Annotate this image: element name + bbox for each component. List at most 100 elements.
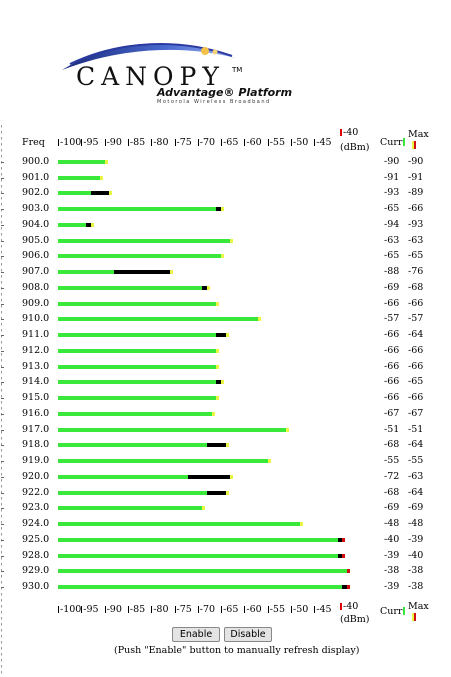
max-marker	[216, 301, 220, 306]
row-tick-mark	[1, 492, 4, 494]
disable-button[interactable]: Disable	[224, 627, 272, 642]
row-tick-mark	[1, 508, 4, 510]
range-bar	[337, 537, 343, 542]
top-tick-label: -90	[106, 137, 122, 148]
bottom-tick-label: -95	[83, 604, 99, 615]
row-tick-mark	[1, 429, 4, 431]
frequency-label: 911.0	[22, 329, 50, 341]
logo-trademark: TM	[232, 66, 243, 74]
frequency-label: 904.0	[22, 218, 50, 230]
spectrum-row: 900.0 -90 -90	[0, 154, 451, 170]
max-value: -68	[408, 281, 424, 293]
frequency-label: 902.0	[22, 187, 50, 199]
max-value: -63	[408, 234, 424, 246]
top-tick-label: -70	[199, 137, 216, 148]
row-tick-mark	[1, 461, 4, 463]
row-tick-mark	[1, 209, 4, 211]
spectrum-row: 920.0 -72 -63	[0, 469, 451, 485]
current-level-bar	[58, 175, 100, 180]
top-tick-label: -45	[316, 137, 332, 148]
max-value: -64	[408, 439, 424, 451]
top-tick-label: -95	[83, 137, 99, 148]
current-value: -67	[384, 407, 400, 419]
max-marker	[169, 270, 173, 275]
dbm-unit-top: (dBm)	[340, 142, 370, 153]
spectrum-row: 904.0 -94 -93	[0, 217, 451, 233]
row-tick-mark	[1, 319, 4, 321]
dbm-unit-bottom: (dBm)	[340, 614, 370, 625]
current-value: -66	[384, 344, 400, 356]
frequency-label: 917.0	[22, 423, 50, 435]
current-level-bar	[58, 207, 217, 212]
spectrum-row: 918.0 -68 -64	[0, 437, 451, 453]
current-value: -65	[384, 250, 400, 262]
row-tick-mark	[1, 586, 4, 588]
left-dotted-border	[1, 125, 2, 677]
max-marker	[225, 490, 229, 495]
enable-button[interactable]: Enable	[172, 627, 220, 642]
max-value: -89	[408, 187, 424, 199]
spectrum-row: 919.0 -55 -55	[0, 453, 451, 469]
range-bar	[207, 490, 226, 495]
max-value: -91	[408, 171, 424, 183]
current-value: -39	[384, 580, 400, 592]
frequency-label: 920.0	[22, 470, 50, 482]
spectrum-row: 912.0 -66 -66	[0, 343, 451, 359]
max-marker	[216, 396, 220, 401]
current-value: -40	[384, 533, 400, 545]
frequency-label: 922.0	[22, 486, 50, 498]
range-bar	[113, 270, 170, 275]
current-level-bar	[58, 427, 287, 432]
top-tick-label: -55	[269, 137, 285, 148]
current-level-bar	[58, 506, 203, 511]
max-marker	[225, 333, 229, 338]
max-value: -90	[408, 156, 424, 167]
current-level-bar	[58, 537, 338, 542]
current-value: -66	[384, 376, 400, 388]
current-level-bar	[58, 443, 208, 448]
frequency-label: 919.0	[22, 455, 50, 467]
spectrum-row: 917.0 -51 -51	[0, 422, 451, 438]
current-value: -72	[384, 470, 400, 482]
frequency-label: 908.0	[22, 281, 50, 293]
range-bar	[202, 285, 208, 290]
max-value: -65	[408, 250, 424, 262]
max-marker	[221, 254, 225, 259]
max-marker	[267, 459, 271, 464]
current-level-bar	[58, 238, 231, 243]
top-tick-label: -80	[153, 137, 169, 148]
range-bar	[337, 553, 343, 558]
top-tick-label: -100	[60, 137, 82, 148]
row-tick-mark	[1, 445, 4, 447]
frequency-label: 929.0	[22, 565, 50, 577]
row-tick-mark	[1, 350, 4, 352]
current-level-bar	[58, 285, 203, 290]
spectrum-row: 910.0 -57 -57	[0, 311, 451, 327]
current-level-bar	[58, 411, 212, 416]
max-marker	[211, 411, 215, 416]
spectrum-row: 905.0 -63 -63	[0, 233, 451, 249]
range-bar	[207, 443, 226, 448]
max-marker	[346, 569, 350, 574]
current-value: -93	[384, 187, 400, 199]
max-value: -63	[408, 470, 424, 482]
frequency-label: 907.0	[22, 266, 50, 278]
current-value: -39	[384, 549, 400, 561]
bottom-tick-label: -100	[60, 604, 82, 615]
current-level-bar	[58, 490, 208, 495]
max-value: -66	[408, 360, 424, 372]
row-tick-mark	[1, 224, 4, 226]
range-bar	[216, 207, 222, 212]
frequency-label: 913.0	[22, 360, 50, 372]
frequency-label: 903.0	[22, 203, 50, 215]
range-bar	[342, 584, 347, 589]
max-marker	[109, 191, 113, 196]
current-value: -57	[384, 313, 400, 325]
frequency-label: 924.0	[22, 518, 50, 530]
row-tick-mark	[1, 287, 4, 289]
current-value: -65	[384, 203, 400, 215]
frequency-label: 910.0	[22, 313, 50, 325]
spectrum-row: 930.0 -39 -38	[0, 579, 451, 595]
max-marker	[230, 474, 234, 479]
current-value: -94	[384, 218, 400, 230]
